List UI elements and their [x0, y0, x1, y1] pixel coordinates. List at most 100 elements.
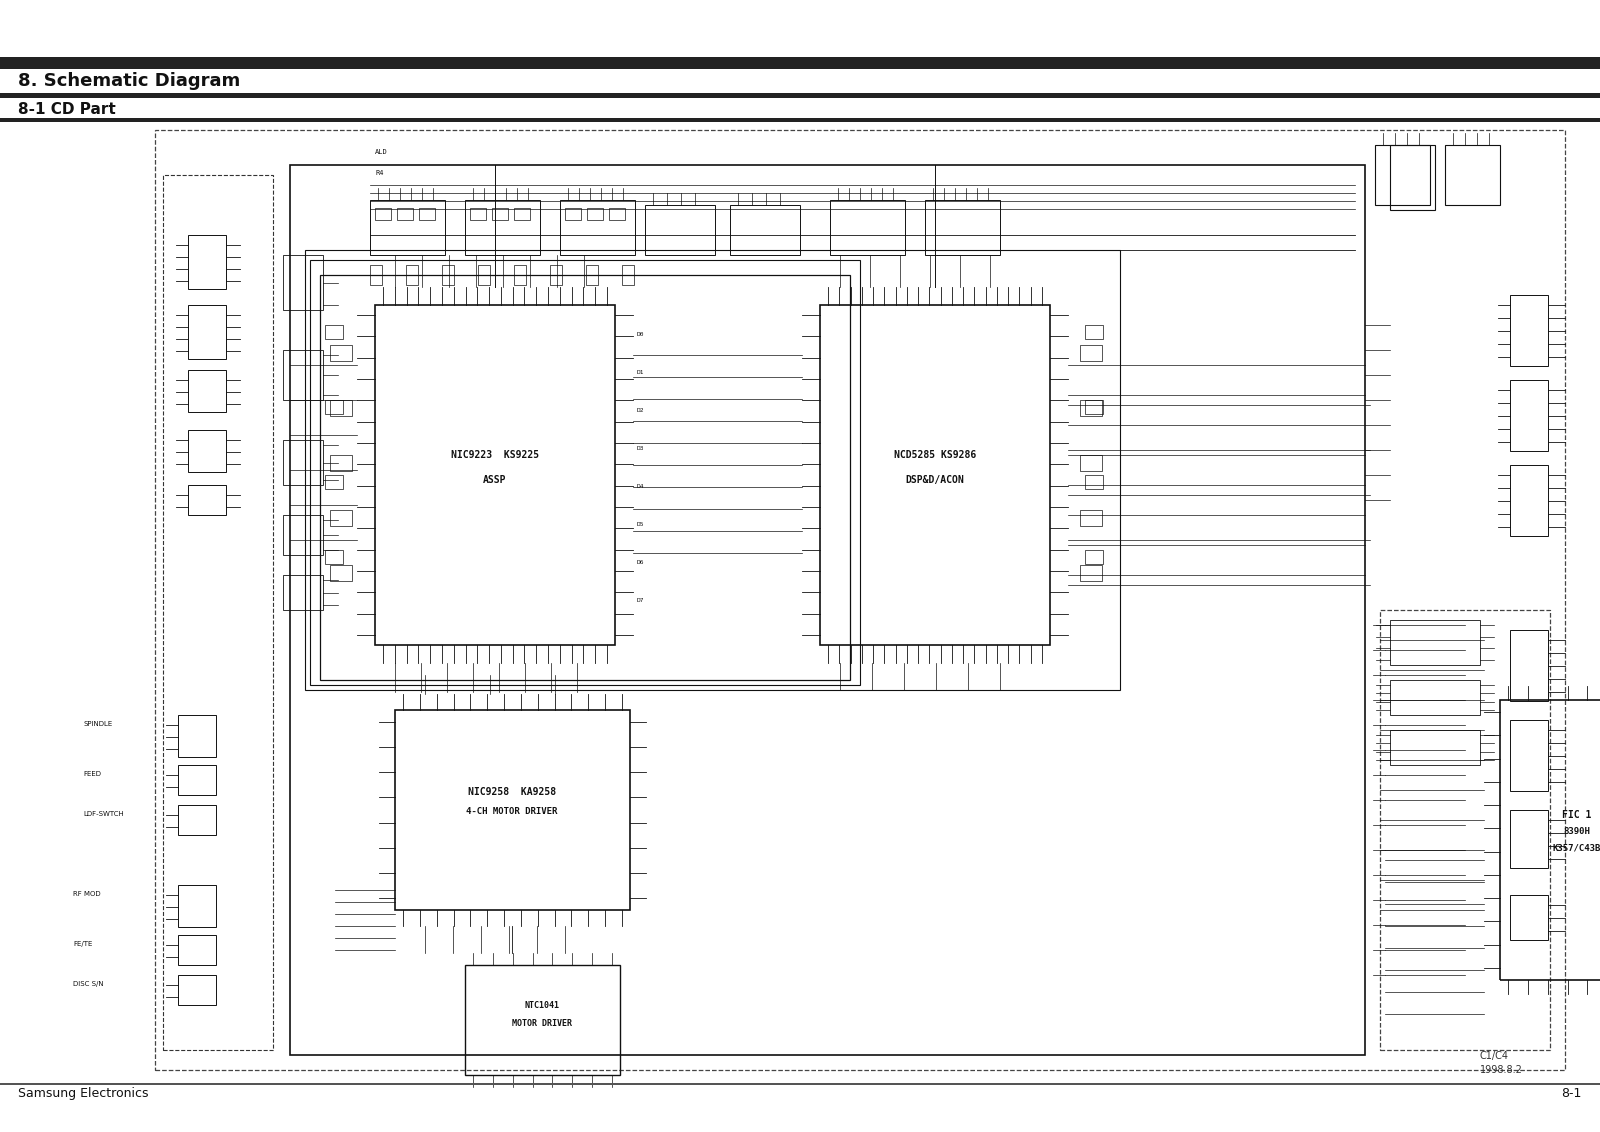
- Text: 8-1: 8-1: [1562, 1087, 1582, 1100]
- Bar: [395, 710, 630, 910]
- Text: DISC S/N: DISC S/N: [74, 981, 104, 987]
- Bar: [178, 715, 216, 757]
- Bar: [178, 935, 216, 964]
- Bar: [560, 200, 635, 255]
- Bar: [1510, 465, 1549, 535]
- Bar: [306, 250, 1120, 691]
- Text: 8390H: 8390H: [1563, 827, 1590, 837]
- Bar: [325, 475, 342, 489]
- Text: R4: R4: [374, 170, 384, 175]
- Bar: [310, 260, 861, 685]
- Text: D1: D1: [637, 370, 645, 376]
- Bar: [1085, 475, 1102, 489]
- Bar: [730, 205, 800, 255]
- Text: 8-1 CD Part: 8-1 CD Part: [18, 102, 115, 117]
- Bar: [0, 57, 1600, 69]
- Text: D5: D5: [637, 523, 645, 528]
- Bar: [374, 305, 614, 645]
- Text: D2: D2: [637, 409, 645, 413]
- Bar: [397, 208, 413, 220]
- Bar: [1085, 400, 1102, 414]
- Bar: [830, 200, 906, 255]
- Bar: [1510, 811, 1549, 868]
- Bar: [1080, 345, 1102, 361]
- Bar: [1080, 455, 1102, 471]
- Bar: [493, 208, 509, 220]
- Text: D4: D4: [637, 484, 645, 489]
- Bar: [925, 200, 1000, 255]
- Bar: [0, 1083, 1600, 1084]
- Bar: [283, 350, 323, 400]
- Text: NTC1041: NTC1041: [525, 1001, 560, 1010]
- Text: RF MOD: RF MOD: [74, 891, 101, 897]
- Bar: [470, 208, 486, 220]
- Bar: [478, 265, 490, 285]
- Bar: [586, 265, 598, 285]
- Bar: [622, 265, 634, 285]
- Bar: [370, 265, 382, 285]
- Bar: [1080, 511, 1102, 526]
- Bar: [1510, 895, 1549, 940]
- Bar: [1501, 700, 1600, 980]
- Bar: [325, 550, 342, 564]
- Bar: [466, 200, 541, 255]
- Bar: [1510, 631, 1549, 701]
- Bar: [178, 765, 216, 795]
- Text: D0: D0: [637, 333, 645, 337]
- Bar: [587, 208, 603, 220]
- Bar: [1080, 565, 1102, 581]
- Text: FEED: FEED: [83, 771, 101, 777]
- Bar: [645, 205, 715, 255]
- Bar: [290, 165, 1365, 1055]
- Bar: [1080, 400, 1102, 415]
- Bar: [283, 255, 323, 310]
- Text: NIC9223  KS9225: NIC9223 KS9225: [451, 451, 539, 460]
- Bar: [283, 575, 323, 610]
- Bar: [189, 484, 226, 515]
- Bar: [514, 265, 526, 285]
- Text: LDF-SWTCH: LDF-SWTCH: [83, 811, 123, 817]
- Bar: [178, 885, 216, 927]
- Text: SPINDLE: SPINDLE: [83, 721, 112, 727]
- Bar: [1510, 720, 1549, 791]
- Text: C1/C4: C1/C4: [1480, 1050, 1509, 1061]
- Text: D3: D3: [637, 446, 645, 452]
- Bar: [565, 208, 581, 220]
- Bar: [1085, 325, 1102, 338]
- Bar: [330, 400, 352, 415]
- Bar: [0, 93, 1600, 98]
- Bar: [1085, 550, 1102, 564]
- Bar: [1510, 295, 1549, 366]
- Bar: [1390, 730, 1480, 765]
- Bar: [1510, 380, 1549, 451]
- Bar: [819, 305, 1050, 645]
- Bar: [178, 975, 216, 1005]
- Bar: [189, 370, 226, 412]
- Bar: [514, 208, 530, 220]
- Text: 1998.8.2: 1998.8.2: [1480, 1065, 1523, 1075]
- Text: NCD5285 KS9286: NCD5285 KS9286: [894, 451, 976, 460]
- Bar: [320, 275, 850, 680]
- Text: 8. Schematic Diagram: 8. Schematic Diagram: [18, 72, 240, 91]
- Bar: [325, 325, 342, 338]
- Text: 4-CH MOTOR DRIVER: 4-CH MOTOR DRIVER: [466, 807, 558, 816]
- Bar: [283, 515, 323, 555]
- Bar: [178, 805, 216, 835]
- Bar: [330, 565, 352, 581]
- Bar: [330, 455, 352, 471]
- Text: NIC9258  KA9258: NIC9258 KA9258: [467, 787, 557, 797]
- Bar: [1390, 620, 1480, 664]
- Bar: [1390, 145, 1435, 211]
- Bar: [0, 118, 1600, 122]
- Bar: [374, 208, 390, 220]
- Bar: [1445, 145, 1501, 205]
- Bar: [419, 208, 435, 220]
- Bar: [466, 964, 621, 1075]
- Text: MOTOR DRIVER: MOTOR DRIVER: [512, 1019, 573, 1028]
- Bar: [1379, 610, 1550, 1050]
- Text: DSP&D/ACON: DSP&D/ACON: [906, 475, 965, 484]
- Bar: [406, 265, 418, 285]
- Bar: [1374, 145, 1430, 205]
- Bar: [1390, 680, 1480, 715]
- Bar: [189, 430, 226, 472]
